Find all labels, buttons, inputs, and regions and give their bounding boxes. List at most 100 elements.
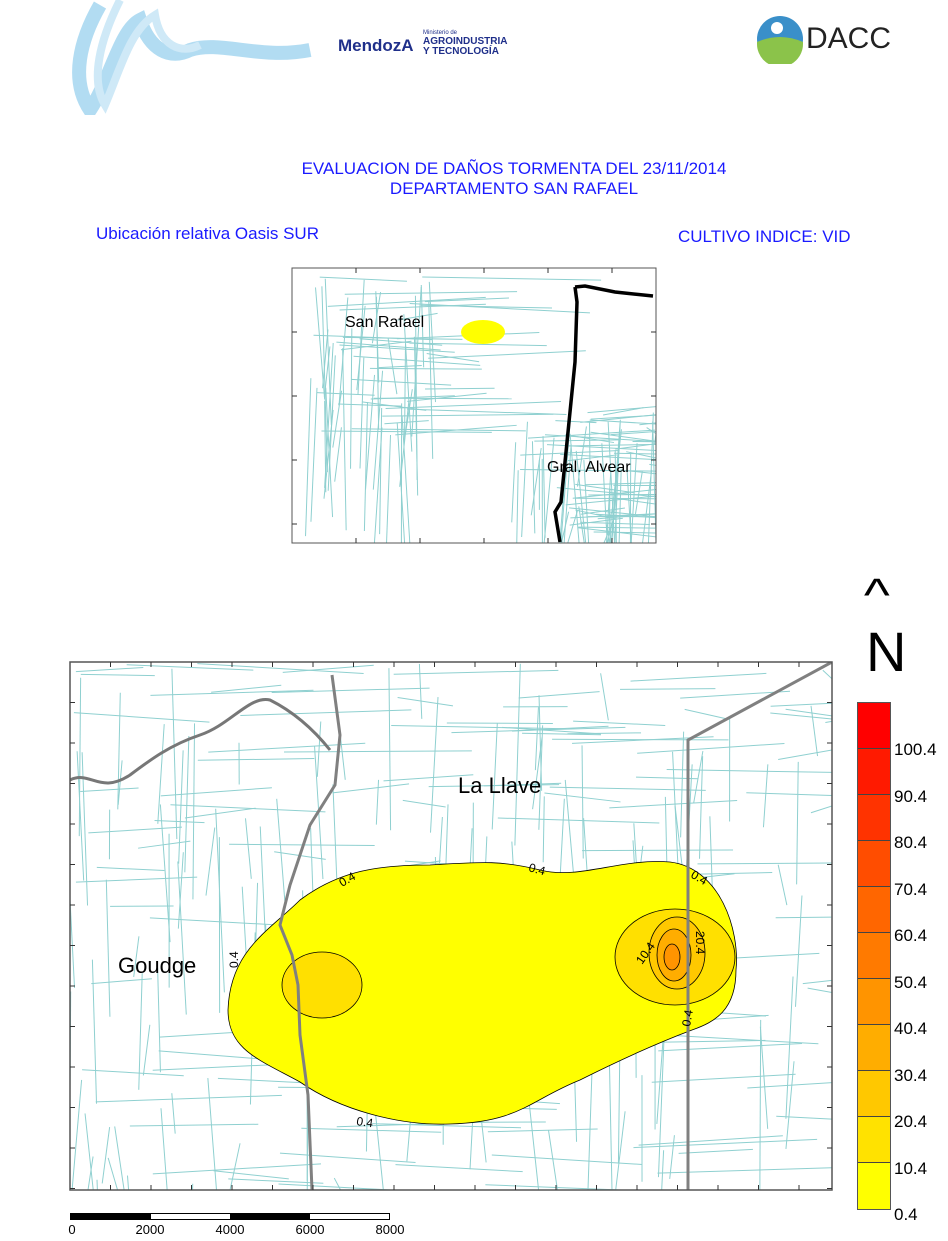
road-line xyxy=(158,1050,273,1061)
road-line xyxy=(578,526,657,529)
road-line xyxy=(776,1115,832,1120)
road-line xyxy=(338,297,349,406)
road-line xyxy=(71,1079,83,1190)
road-line xyxy=(618,468,622,544)
road-line xyxy=(351,378,452,386)
road-line xyxy=(678,1148,753,1154)
road-line xyxy=(610,430,657,436)
road-line xyxy=(555,420,597,424)
road-line xyxy=(372,370,384,490)
road-line xyxy=(305,378,312,537)
road-line xyxy=(759,1019,762,1190)
road-line xyxy=(197,663,364,674)
road-line xyxy=(282,664,374,673)
road-line xyxy=(70,899,76,988)
road-line xyxy=(484,782,562,787)
road-line xyxy=(107,1157,119,1190)
road-line xyxy=(570,513,657,519)
road-line xyxy=(184,807,256,819)
road-line xyxy=(658,1043,802,1052)
road-line xyxy=(534,707,539,771)
road-line xyxy=(491,1154,643,1165)
road-line xyxy=(512,725,609,732)
road-line xyxy=(402,799,446,808)
contour-label: 20.4 xyxy=(693,931,707,955)
road-line xyxy=(413,336,419,496)
road-line xyxy=(825,720,832,724)
road-line xyxy=(747,1082,832,1089)
legend-label: 10.4 xyxy=(894,1158,928,1178)
road-line xyxy=(630,672,767,682)
road-line xyxy=(359,357,365,469)
road-line xyxy=(215,808,225,993)
road-line xyxy=(666,769,832,773)
legend-swatch xyxy=(858,749,890,795)
road-line xyxy=(651,1073,796,1083)
legend-swatch xyxy=(858,703,890,749)
road-line xyxy=(333,1177,342,1190)
road-line xyxy=(518,691,600,699)
road-line xyxy=(531,441,536,534)
road-line xyxy=(608,488,611,544)
road-line xyxy=(409,302,590,314)
road-line xyxy=(344,291,518,295)
inset-location-map: San Rafael Gral. Alvear xyxy=(291,267,657,544)
road-line xyxy=(321,430,492,433)
road-line xyxy=(133,936,140,977)
road-line xyxy=(630,443,638,544)
road-line xyxy=(428,350,586,359)
road-line xyxy=(229,1143,241,1190)
legend-label: 30.4 xyxy=(894,1065,928,1085)
place-label-la-llave: La Llave xyxy=(458,773,541,798)
road-line xyxy=(699,756,704,859)
road-line xyxy=(807,987,832,993)
road-line xyxy=(96,866,165,872)
road-line xyxy=(315,287,326,400)
road-line xyxy=(422,276,602,281)
road-line xyxy=(278,1183,391,1190)
road-line xyxy=(411,287,422,437)
road-line xyxy=(589,419,657,425)
scale-label: 4000 xyxy=(215,1222,245,1237)
road-line xyxy=(420,284,425,368)
road-line xyxy=(428,301,434,459)
road-line xyxy=(327,296,486,307)
inset-label-gral-alvear: Gral. Alvear xyxy=(547,459,631,476)
road-line xyxy=(672,751,679,878)
scale-label: 2000 xyxy=(135,1222,165,1237)
road-line xyxy=(600,673,609,721)
crop-index-label: CULTIVO INDICE: VID xyxy=(678,227,851,246)
road-line xyxy=(76,751,85,881)
contour-label: 0.4 xyxy=(356,1114,375,1130)
legend-label: 90.4 xyxy=(894,786,928,806)
road-line xyxy=(565,495,657,506)
road-line xyxy=(794,895,803,1007)
road-line xyxy=(378,365,422,369)
road-line xyxy=(283,750,472,753)
road-line xyxy=(369,367,482,370)
road-line xyxy=(213,1170,289,1180)
road-line xyxy=(91,978,152,985)
damage-contour-40-4 xyxy=(663,943,681,971)
road-line xyxy=(746,792,832,796)
road-line xyxy=(511,442,517,523)
road-line xyxy=(561,528,563,544)
road-line xyxy=(228,1178,324,1184)
road-line xyxy=(80,787,139,793)
road-line xyxy=(684,708,728,720)
road-line xyxy=(240,709,412,716)
road-line xyxy=(569,433,580,544)
road-line xyxy=(582,849,734,852)
inset-damage-area xyxy=(461,320,505,344)
road-line xyxy=(375,296,380,430)
road-line xyxy=(567,454,618,462)
road-line xyxy=(574,497,657,500)
legend-label: 40.4 xyxy=(894,1019,928,1038)
road-line xyxy=(339,303,486,311)
road-line xyxy=(777,864,788,906)
inset-boundary-line xyxy=(553,286,579,543)
road-line xyxy=(520,449,620,456)
road-line xyxy=(657,1167,832,1174)
road-line xyxy=(548,1130,558,1190)
road-line xyxy=(271,687,430,694)
